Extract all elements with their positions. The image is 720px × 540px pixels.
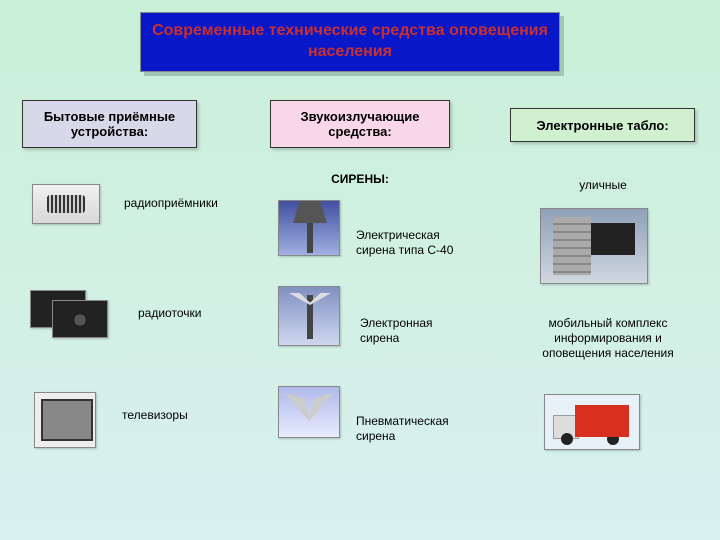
thumb-siren-electronic	[278, 286, 340, 346]
label-mobile-complex: мобильный комплекс информирования и опов…	[524, 316, 692, 361]
label-tv: телевизоры	[122, 408, 212, 423]
thumb-siren-c40	[278, 200, 340, 256]
label-street: уличные	[548, 178, 658, 193]
label-radio-points: радиоточки	[138, 306, 228, 321]
label-radio-receiver: радиоприёмники	[124, 196, 234, 211]
label-sirens-header: СИРЕНЫ:	[300, 172, 420, 187]
page-title: Современные технические средства оповеще…	[140, 12, 560, 72]
thumb-radio-receiver	[32, 184, 100, 224]
label-siren-electronic: Электронная сирена	[360, 316, 470, 346]
header-display: Электронные табло:	[510, 108, 695, 142]
thumb-street-display	[540, 208, 648, 284]
thumb-mobile-truck	[544, 394, 640, 450]
label-siren-c40: Электрическая сирена типа С-40	[356, 228, 476, 258]
truck-wheel-icon	[607, 433, 619, 445]
thumb-siren-pneumatic	[278, 386, 340, 438]
thumb-tv	[34, 392, 96, 448]
truck-wheel-icon	[561, 433, 573, 445]
label-siren-pneumatic: Пневматическая сирена	[356, 414, 476, 444]
header-sound: Звукоизлучающие средства:	[270, 100, 450, 148]
thumb-radio-point-2	[52, 300, 108, 338]
header-household: Бытовые приёмные устройства:	[22, 100, 197, 148]
